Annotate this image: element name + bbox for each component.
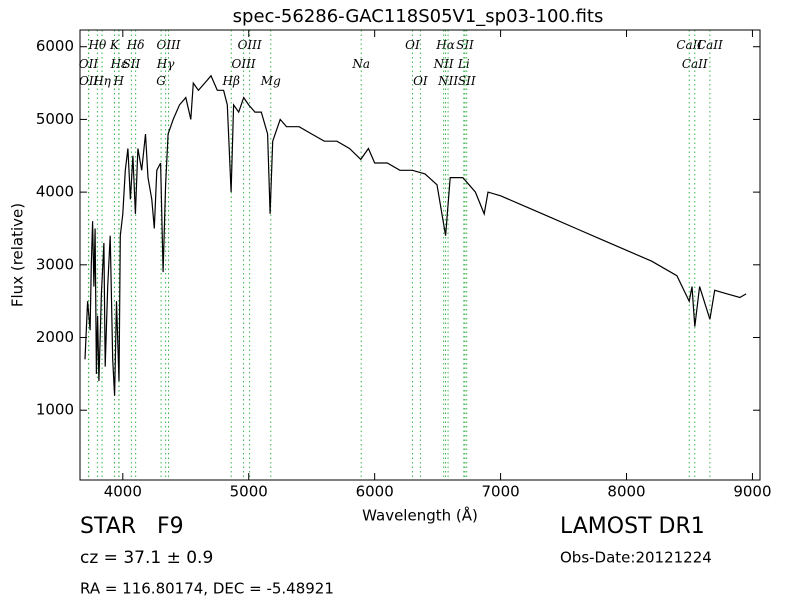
spectral-line-label: CaII (682, 57, 708, 71)
x-axis-label: Wavelength (Å) (362, 506, 478, 525)
spectrum-line (84, 74, 747, 396)
spectral-line-label: OIII (232, 57, 256, 71)
x-tick-label: 8000 (607, 483, 645, 501)
spectral-line-label: OI (405, 38, 420, 52)
spectral-line-label: Hβ (222, 74, 240, 88)
cz-text: cz = 37.1 ± 0.9 (80, 548, 213, 568)
spectral-line-label: Hθ (88, 38, 107, 52)
x-tick-label: 7000 (481, 483, 519, 501)
spectral-line-label: Hδ (126, 38, 145, 52)
spectral-line-label: SII (458, 74, 476, 88)
spectral-line-label: SII (123, 57, 141, 71)
spectral-line-label: CaII (697, 38, 723, 52)
spectral-line-label: K (109, 38, 120, 52)
spectral-line-label: Hε (110, 57, 128, 71)
spectral-line-label: NII (433, 57, 454, 71)
date-text: Obs-Date:20121224 (560, 549, 712, 567)
y-tick-label: 5000 (36, 110, 74, 128)
spectral-line-label: Hγ (156, 57, 175, 71)
spectral-line-label: NII (437, 74, 458, 88)
y-tick-label: 1000 (36, 401, 74, 419)
chart-title: spec-56286-GAC118S05V1_sp03-100.fits (233, 6, 604, 27)
survey-text: LAMOST DR1 (560, 514, 705, 539)
plot-frame (79, 29, 761, 481)
spectral-line-label: G (156, 74, 166, 88)
y-axis-label: Flux (relative) (9, 203, 27, 307)
x-tick-label: 9000 (733, 483, 771, 501)
spectral-line-label: OII (79, 74, 99, 88)
x-tick-label: 4000 (104, 483, 142, 501)
spectral-line-label: Hη (92, 74, 111, 88)
spectral-line-label: OIII (238, 38, 262, 52)
y-tick-label: 4000 (36, 183, 74, 201)
spectral-line-label: Li (457, 57, 470, 71)
y-tick-label: 2000 (36, 328, 74, 346)
y-tick-label: 3000 (36, 255, 74, 273)
y-tick-label: 6000 (36, 37, 74, 55)
spectral-line-label: H (113, 74, 125, 88)
spectral-line-label: SII (456, 38, 474, 52)
class-text: STAR F9 (80, 514, 184, 539)
spectral-line-label: CaII (676, 38, 702, 52)
spectral-line-label: Hα (435, 38, 455, 52)
spectral-line-label: OIII (156, 38, 180, 52)
coord-text: RA = 116.80174, DEC = -5.48921 (80, 580, 334, 598)
spectral-line-label: OI (413, 74, 428, 88)
spectral-line-label: Na (351, 57, 370, 71)
spectral-line-label: OII (79, 57, 99, 71)
x-tick-label: 5000 (230, 483, 268, 501)
x-tick-label: 6000 (356, 483, 394, 501)
spectral-line-label: Mg (260, 74, 281, 88)
